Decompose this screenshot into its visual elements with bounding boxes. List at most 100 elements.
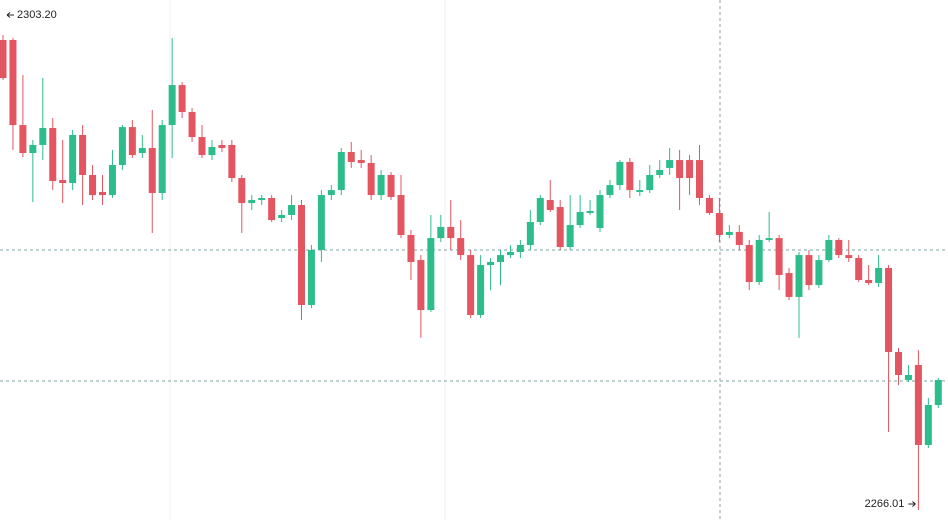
candle-body — [307, 249, 315, 306]
candle-body — [447, 226, 455, 239]
candle-body — [516, 244, 524, 253]
candle-body — [715, 213, 723, 236]
candle-body — [914, 365, 922, 445]
candle-body — [904, 374, 912, 380]
candle-body — [158, 125, 166, 193]
candle-body — [646, 174, 654, 191]
candle-body — [815, 260, 823, 286]
candle-body — [198, 137, 206, 156]
plot: 2303.20 2266.01 — [0, 9, 942, 510]
candle-body — [705, 197, 713, 214]
candle-body — [59, 179, 67, 184]
candle-body — [686, 160, 694, 179]
candle-body — [606, 185, 614, 196]
candle-body — [616, 161, 624, 186]
candle-body — [168, 85, 176, 126]
candle-body — [258, 197, 266, 201]
candle-body — [248, 200, 256, 204]
candle-body — [497, 255, 504, 262]
candle-body — [79, 135, 87, 175]
candle-body — [795, 255, 803, 297]
candle-body — [148, 148, 156, 193]
candle-body — [785, 273, 793, 297]
candle-body — [99, 191, 106, 196]
candle-body — [586, 211, 594, 214]
candle-body — [526, 221, 534, 245]
candle-body — [357, 160, 365, 163]
candle-body — [238, 178, 246, 204]
candle-body — [178, 85, 186, 113]
candle-body — [218, 144, 226, 149]
candle-body — [775, 238, 783, 275]
candle-body — [397, 195, 405, 236]
candle-body — [556, 207, 564, 248]
candle-body — [924, 405, 932, 445]
candle-body — [437, 226, 445, 239]
candle-body — [725, 231, 733, 236]
candle-body — [188, 112, 196, 138]
candle-body — [666, 160, 674, 168]
candle-body — [895, 352, 902, 375]
candle-body — [387, 174, 395, 197]
candle-body — [417, 260, 425, 310]
candle-body — [467, 255, 475, 315]
max-label: 2303.20 — [17, 9, 57, 21]
candle-body — [347, 151, 355, 162]
candle-body — [288, 204, 296, 215]
candle-body — [477, 265, 485, 315]
candle-body — [506, 252, 514, 256]
candle-body — [407, 235, 415, 262]
candle-body — [89, 174, 97, 196]
candle-body — [278, 214, 286, 219]
candle-body — [128, 127, 136, 156]
candle-body — [596, 195, 604, 228]
candle-body — [735, 231, 743, 245]
candle-body — [885, 267, 893, 353]
candle-body — [676, 160, 684, 179]
candle-body — [69, 135, 77, 184]
candle-body — [327, 190, 335, 196]
candle-body — [29, 144, 37, 154]
candle-body — [835, 239, 843, 256]
candle-body — [865, 279, 873, 284]
candle-body — [745, 244, 753, 283]
candle-body — [208, 147, 216, 156]
candle-body — [576, 212, 584, 226]
candle-body — [755, 239, 763, 283]
candle-body — [337, 151, 345, 191]
candle-body — [49, 127, 57, 181]
candle-body — [457, 238, 465, 256]
candle-body — [536, 197, 544, 222]
candle-body — [108, 165, 116, 196]
candle-body — [367, 162, 375, 196]
candle-body — [805, 255, 813, 286]
candle-body — [696, 160, 703, 198]
candle-body — [19, 125, 27, 154]
candle-body — [0, 39, 7, 79]
candle-body — [298, 204, 305, 306]
candle-body — [377, 174, 385, 196]
candle-body — [825, 239, 833, 261]
candle-body — [138, 148, 146, 154]
arrow-head — [912, 501, 916, 507]
candle-body — [546, 200, 554, 210]
candle-body — [656, 170, 664, 175]
candle-body — [228, 144, 236, 179]
candle-body — [636, 190, 644, 192]
candle-body — [875, 267, 883, 284]
arrow-head — [6, 12, 11, 18]
candle-body — [566, 225, 574, 248]
candle-body — [626, 161, 634, 191]
candle-body — [845, 255, 853, 259]
candle-body — [934, 379, 942, 406]
candle-body — [118, 127, 126, 166]
candle-body — [427, 238, 435, 310]
min-label: 2266.01 — [865, 498, 905, 510]
candle-body — [317, 195, 325, 250]
candle-body — [39, 127, 47, 145]
candle-body — [765, 238, 773, 240]
candle-body — [487, 261, 495, 266]
candle-body — [9, 39, 17, 126]
candle-body — [268, 197, 276, 221]
